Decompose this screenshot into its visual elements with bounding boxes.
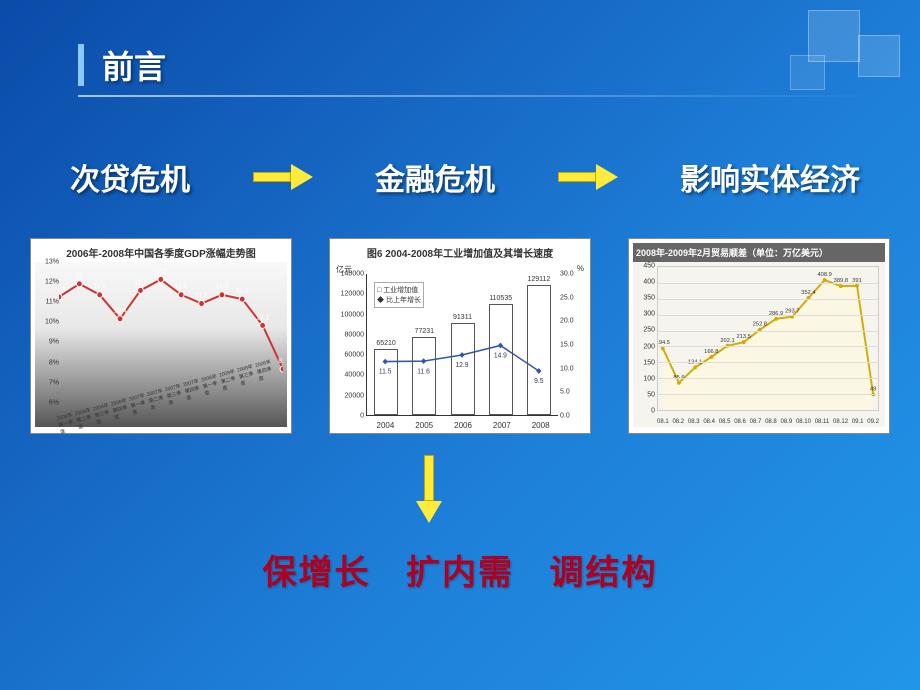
chart1-title: 2006年-2008年中国各季度GDP涨幅走势图	[35, 243, 287, 262]
chart3-plot: 050100150200250300350400450 194.585.6134…	[633, 262, 885, 427]
title-accent-bar	[78, 44, 84, 86]
svg-text:11.3: 11.3	[236, 288, 249, 295]
flow-label-3: 影响实体经济	[680, 155, 860, 199]
legend-line-label: 比上年增长	[386, 297, 421, 304]
crisis-flow-row: 次贷危机 金融危机 影响实体经济	[70, 155, 860, 199]
arrow-right-icon	[558, 166, 618, 188]
svg-text:11.6: 11.6	[417, 368, 430, 375]
charts-row: 2006年-2008年中国各季度GDP涨幅走势图 6%7%8%9%10%11%1…	[30, 238, 890, 434]
svg-text:12.9: 12.9	[455, 362, 468, 369]
svg-text:11.5: 11.5	[216, 284, 229, 291]
arrow-down-icon	[418, 455, 440, 523]
chart3-title: 2008年-2009年2月贸易顺差（单位：万亿美元）	[633, 243, 885, 262]
svg-text:213.5: 213.5	[737, 334, 751, 340]
svg-text:11.1: 11.1	[195, 292, 208, 299]
chart2-legend: □ 工业增加值 ◆ 比上年增长	[374, 282, 424, 308]
chart2-ylabel-right: %	[577, 264, 584, 273]
trade-surplus-chart: 2008年-2009年2月贸易顺差（单位：万亿美元） 0501001502002…	[628, 238, 890, 434]
svg-text:14.9: 14.9	[494, 353, 507, 360]
svg-text:252.8: 252.8	[753, 322, 767, 328]
svg-text:12: 12	[76, 273, 84, 280]
chart1-plot: 6%7%8%9%10%11%12%13% 11.41211.510.411.71…	[35, 262, 287, 427]
chart2-title: 图6 2004-2008年工业增加值及其增长速度	[334, 243, 586, 262]
title-block: 前言	[78, 42, 166, 88]
svg-text:11.5: 11.5	[175, 284, 188, 291]
svg-text:194.5: 194.5	[658, 340, 670, 346]
conclusion-text: 保增长 扩内需 调结构	[0, 545, 920, 594]
svg-text:11.5: 11.5	[93, 284, 106, 291]
svg-text:166.8: 166.8	[704, 349, 718, 355]
svg-text:9.5: 9.5	[534, 378, 543, 385]
svg-text:8.1: 8.1	[278, 358, 283, 365]
flow-label-2: 金融危机	[375, 155, 495, 199]
svg-text:202.1: 202.1	[720, 338, 734, 344]
chart2-plot: 亿元 % 02000040000600008000010000012000014…	[334, 262, 586, 432]
svg-text:352.4: 352.4	[801, 290, 816, 296]
svg-text:11.5: 11.5	[379, 369, 392, 376]
arrow-right-icon	[253, 166, 313, 188]
industrial-value-chart: 图6 2004-2008年工业增加值及其增长速度 亿元 % 0200004000…	[329, 238, 591, 434]
title-underline	[78, 95, 878, 97]
svg-text:10.1: 10.1	[256, 314, 269, 321]
svg-text:408.9: 408.9	[817, 272, 831, 278]
svg-text:11.7: 11.7	[134, 279, 147, 286]
bottom-part3: 调结构	[549, 554, 657, 592]
bottom-part2: 扩内需	[406, 554, 514, 592]
bottom-part1: 保增长	[263, 554, 371, 592]
gdp-trend-chart: 2006年-2008年中国各季度GDP涨幅走势图 6%7%8%9%10%11%1…	[30, 238, 292, 434]
svg-text:10.4: 10.4	[113, 308, 126, 315]
legend-bar-label: 工业增加值	[383, 287, 418, 294]
svg-text:49: 49	[870, 386, 876, 392]
svg-text:12.2: 12.2	[154, 268, 167, 275]
corner-decoration	[740, 0, 920, 120]
svg-text:11.4: 11.4	[59, 286, 65, 293]
flow-label-1: 次贷危机	[70, 155, 190, 199]
slide-title: 前言	[102, 42, 166, 88]
